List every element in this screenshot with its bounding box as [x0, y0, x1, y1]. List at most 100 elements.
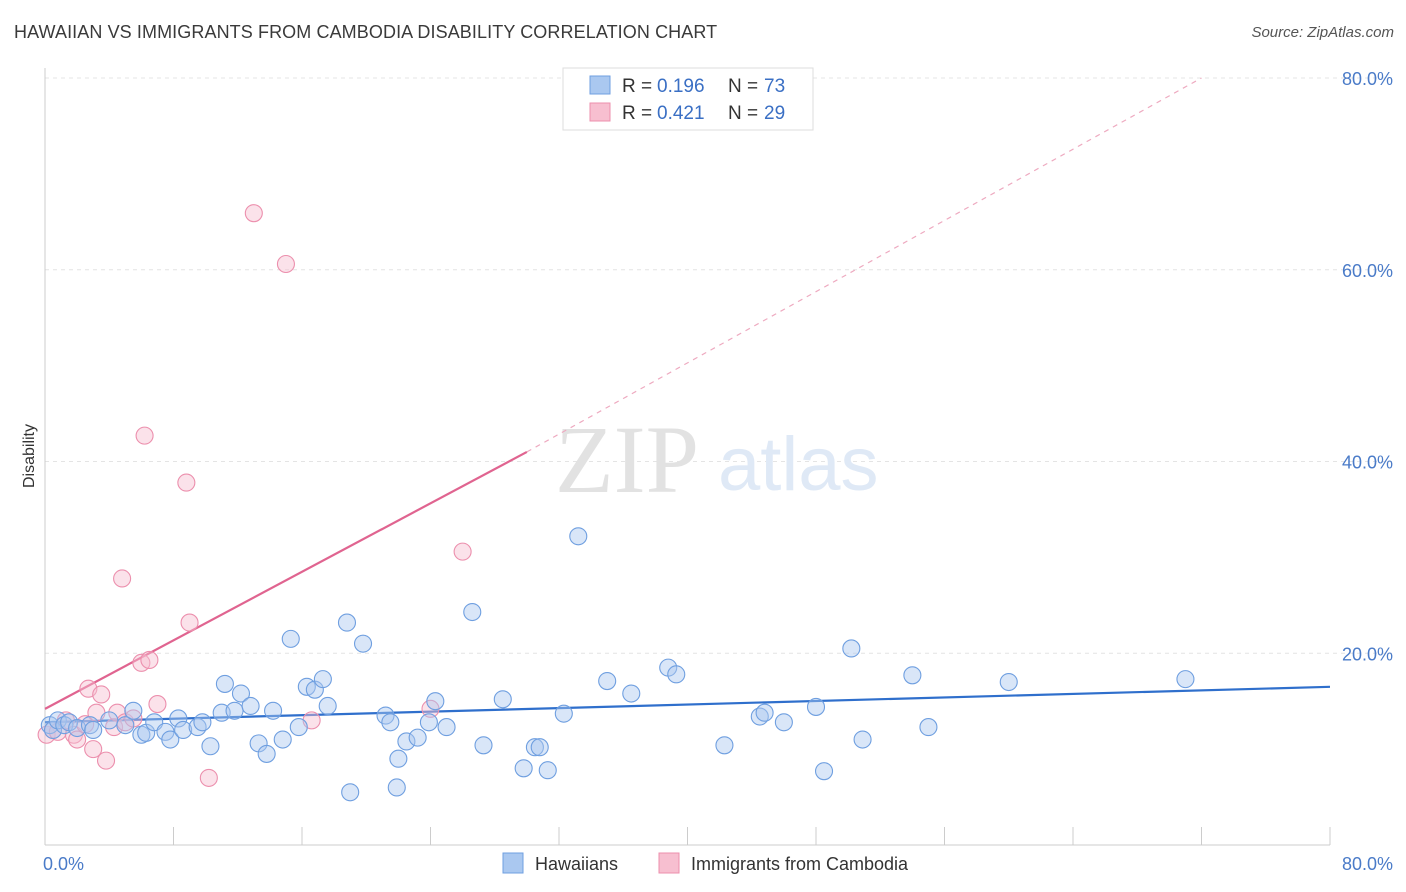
data-point-cambodia — [92, 685, 111, 704]
data-point-hawaiians — [387, 778, 406, 797]
watermark-zip: ZIP — [555, 406, 699, 513]
data-point-hawaiians — [43, 720, 63, 740]
data-point-hawaiians — [80, 716, 100, 735]
data-point-hawaiians — [530, 738, 549, 757]
data-point-hawaiians — [437, 718, 456, 737]
data-point-hawaiians — [598, 672, 617, 691]
data-point-cambodia — [177, 473, 196, 492]
data-point-hawaiians — [225, 701, 244, 720]
watermark-atlas: atlas — [718, 422, 879, 507]
data-point-hawaiians — [806, 697, 826, 716]
data-point-hawaiians — [201, 737, 220, 756]
data-point-hawaiians — [569, 527, 588, 546]
data-point-hawaiians — [281, 629, 300, 648]
data-point-hawaiians — [463, 602, 482, 622]
trend-lines — [44, 77, 1331, 724]
data-point-hawaiians — [116, 716, 135, 735]
data-point-hawaiians — [715, 736, 734, 755]
legend-r-label: R = — [622, 76, 652, 97]
data-point-hawaiians — [231, 684, 251, 703]
data-point-cambodia — [135, 426, 154, 445]
data-point-hawaiians — [1176, 670, 1195, 689]
data-point-hawaiians — [903, 666, 922, 685]
data-point-cambodia — [113, 569, 132, 588]
data-point-hawaiians — [474, 736, 493, 755]
bottom-legend: Hawaiians Immigrants from Cambodia — [502, 852, 909, 874]
data-point-cambodia — [199, 768, 218, 787]
data-point-cambodia — [148, 695, 167, 714]
trend-line-cambodia — [44, 450, 528, 710]
data-point-hawaiians — [353, 634, 373, 653]
legend-n-value: 29 — [764, 103, 785, 124]
trend-line-hawaiians — [44, 685, 1331, 724]
grid-lines — [45, 77, 1392, 654]
data-point-cambodia — [84, 740, 103, 759]
legend-swatch — [589, 102, 611, 122]
data-point-hawaiians — [667, 665, 686, 684]
data-point-hawaiians — [853, 730, 872, 749]
chart-title: HAWAIIAN VS IMMIGRANTS FROM CAMBODIA DIS… — [14, 22, 718, 42]
data-point-hawaiians — [341, 783, 360, 802]
legend-r-value: 0.421 — [657, 103, 705, 124]
axis-labels: 20.0% 40.0% 60.0% 80.0% 0.0% 80.0% Disability — [21, 69, 1393, 874]
legend-r-label: R = — [622, 103, 652, 124]
legend-swatch — [589, 75, 611, 95]
data-point-hawaiians — [814, 762, 834, 781]
data-point-cambodia — [453, 542, 472, 561]
data-point-hawaiians — [408, 728, 427, 747]
data-point-hawaiians — [313, 670, 332, 689]
data-point-hawaiians — [919, 718, 938, 737]
data-point-hawaiians — [538, 761, 557, 780]
data-point-hawaiians — [419, 713, 438, 732]
data-point-hawaiians — [124, 701, 143, 720]
data-point-hawaiians — [426, 692, 445, 711]
data-point-hawaiians — [842, 639, 861, 658]
data-point-cambodia — [180, 613, 199, 632]
y-tick-label: 60.0% — [1342, 261, 1393, 281]
data-point-hawaiians — [493, 690, 512, 709]
bottom-legend-swatch — [502, 852, 524, 874]
data-point-hawaiians — [193, 713, 212, 732]
data-point-hawaiians — [169, 709, 188, 728]
x-tick-label-end: 80.0% — [1342, 854, 1393, 874]
data-point-hawaiians — [161, 730, 180, 749]
data-point-hawaiians — [318, 696, 337, 716]
data-point-hawaiians — [84, 720, 103, 740]
data-point-cambodia — [96, 751, 116, 770]
data-point-hawaiians — [525, 738, 544, 757]
legend-n-label: N = — [728, 103, 758, 124]
watermark: ZIP atlas — [555, 406, 879, 513]
x-tick-label-start: 0.0% — [43, 854, 84, 874]
y-tick-label: 20.0% — [1342, 644, 1393, 664]
data-point-hawaiians — [381, 713, 400, 732]
data-point-hawaiians — [241, 696, 260, 716]
data-point-hawaiians — [174, 720, 193, 740]
source-label: Source: ZipAtlas.com — [1251, 24, 1394, 41]
legend-r-value: 0.196 — [657, 76, 705, 97]
data-point-hawaiians — [337, 613, 357, 632]
data-point-hawaiians — [622, 684, 641, 703]
axes — [44, 68, 1331, 846]
legend-n-label: N = — [728, 76, 758, 97]
data-point-cambodia — [276, 254, 295, 274]
data-point-hawaiians — [755, 703, 774, 722]
data-point-hawaiians — [774, 713, 793, 732]
bottom-legend-label: Immigrants from Cambodia — [691, 854, 909, 874]
bottom-legend-swatch — [658, 852, 680, 874]
data-point-hawaiians — [554, 704, 573, 723]
data-point-hawaiians — [188, 718, 207, 737]
data-point-hawaiians — [215, 674, 234, 693]
data-point-hawaiians — [289, 718, 308, 737]
y-axis-title: Disability — [21, 424, 38, 488]
trend-line-cambodia-extension — [526, 77, 1202, 453]
data-point-cambodia — [140, 650, 159, 670]
data-point-hawaiians — [273, 730, 292, 749]
bottom-legend-label: Hawaiians — [535, 854, 618, 874]
y-tick-label: 80.0% — [1342, 69, 1393, 89]
data-point-hawaiians — [514, 759, 533, 778]
data-point-hawaiians — [999, 672, 1018, 692]
data-point-hawaiians — [264, 701, 283, 720]
legend-box: R = 0.196 N = 73 R = 0.421 N = 29 — [562, 67, 814, 131]
data-point-hawaiians — [257, 744, 276, 763]
